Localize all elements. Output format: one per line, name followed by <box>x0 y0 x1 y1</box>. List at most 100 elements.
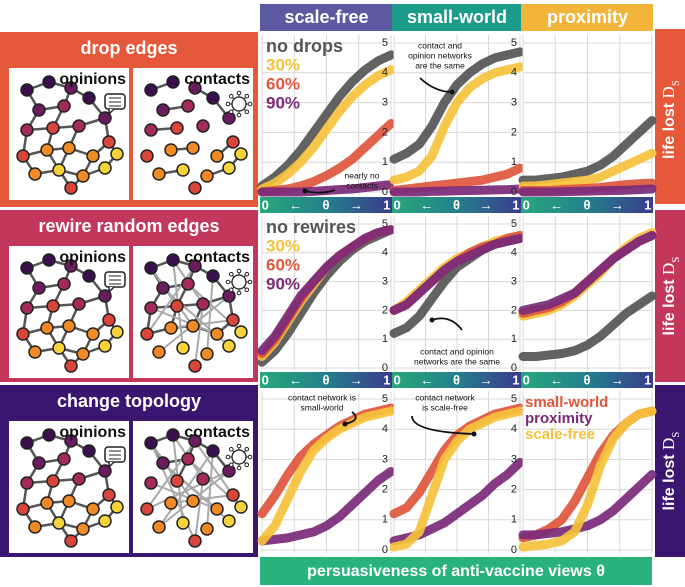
axis-bar-label: 0 <box>262 372 269 387</box>
virus-icon <box>247 454 253 460</box>
node <box>102 135 116 149</box>
axis-bar <box>521 197 653 213</box>
annotation: is scale-free <box>422 402 468 412</box>
node <box>98 514 112 528</box>
node <box>196 119 210 133</box>
column-title: small-world <box>407 7 507 27</box>
annotation-arrowhead <box>449 89 455 95</box>
virus-icon <box>225 279 231 285</box>
node <box>102 488 116 502</box>
side-band <box>655 210 685 382</box>
node <box>186 141 200 155</box>
axis-bar-label: θ <box>583 197 590 212</box>
series-band <box>518 231 657 315</box>
edge <box>162 462 218 510</box>
node <box>98 111 112 125</box>
series-band <box>389 233 525 315</box>
y-tick-label: 4 <box>511 247 517 259</box>
virus-icon <box>244 446 250 452</box>
axis-bar-label: 1 <box>644 197 651 212</box>
virus-icon <box>244 93 250 99</box>
annotation-arrow <box>419 77 453 93</box>
y-tick-label: 4 <box>382 247 388 259</box>
node <box>144 123 158 137</box>
node <box>164 321 178 335</box>
axis-bar-label: 1 <box>512 372 519 387</box>
node <box>98 161 112 175</box>
virus-icon <box>225 454 231 460</box>
legend-entry: 60% <box>266 74 300 93</box>
series-band <box>518 470 657 540</box>
node <box>20 123 34 137</box>
side-label: life lost DS <box>659 257 682 336</box>
node <box>28 345 42 359</box>
edge <box>206 275 214 355</box>
legend-entry: 90% <box>266 93 300 112</box>
node <box>200 169 214 183</box>
y-tick-label: 3 <box>511 276 517 288</box>
axis-bar-label: → <box>611 372 624 387</box>
node <box>46 474 60 488</box>
side-label: life lost DS <box>659 432 682 511</box>
annotation-arrow <box>431 317 463 331</box>
node <box>188 534 202 548</box>
axis-bar-label: 0 <box>523 372 530 387</box>
node <box>181 452 195 466</box>
node <box>98 464 112 478</box>
edge <box>150 482 218 510</box>
y-tick-label: 4 <box>511 423 517 435</box>
node <box>200 347 214 361</box>
node <box>181 277 195 291</box>
annotation: small-world <box>301 402 344 412</box>
axis-bar <box>392 197 521 213</box>
node <box>152 345 166 359</box>
edge <box>146 470 230 510</box>
axis-bar-label: 0 <box>523 197 530 212</box>
side-label-symbol: D <box>659 263 678 275</box>
virus-icon <box>236 90 242 96</box>
annotation-arrow <box>411 415 475 435</box>
axis-bar-label: 1 <box>512 197 519 212</box>
axis-bar-label: ← <box>420 372 433 387</box>
y-tick-label: 0 <box>511 186 517 198</box>
edge <box>194 303 204 367</box>
node <box>206 444 220 458</box>
side-band <box>655 29 685 204</box>
axis-bar-label: θ <box>322 372 329 387</box>
node <box>98 339 112 353</box>
node <box>144 436 158 450</box>
axis-bar-label: ← <box>550 197 563 212</box>
node <box>64 534 78 548</box>
node <box>76 347 90 361</box>
virus-icon <box>236 112 242 118</box>
series-band <box>257 65 396 194</box>
node <box>16 327 30 341</box>
axis-bar-label: ← <box>420 197 433 212</box>
node <box>206 91 220 105</box>
node <box>102 313 116 327</box>
node <box>210 149 224 163</box>
annotation-arrowhead <box>342 421 348 427</box>
axis-bar-label: θ <box>322 197 329 212</box>
axis-bar <box>521 372 653 388</box>
node <box>188 259 202 273</box>
series-band <box>518 406 657 552</box>
virus-icon <box>236 268 242 274</box>
y-tick-label: 2 <box>382 304 388 316</box>
node <box>164 496 178 510</box>
x-label: persuasiveness of anti-vaccine views θ <box>307 563 605 580</box>
node <box>76 169 90 183</box>
speech-icon <box>108 108 115 116</box>
y-tick-label: 5 <box>382 37 388 49</box>
node <box>156 456 170 470</box>
node <box>42 253 56 267</box>
axis-bar-label: → <box>480 197 493 212</box>
virus-icon <box>247 101 253 107</box>
annotation: networks are the same <box>414 356 500 366</box>
axis-bar <box>260 372 392 388</box>
node <box>20 261 34 275</box>
side-label-symbol: D <box>659 438 678 450</box>
network-label: contacts <box>184 71 250 88</box>
node <box>188 359 202 373</box>
node <box>176 163 190 177</box>
